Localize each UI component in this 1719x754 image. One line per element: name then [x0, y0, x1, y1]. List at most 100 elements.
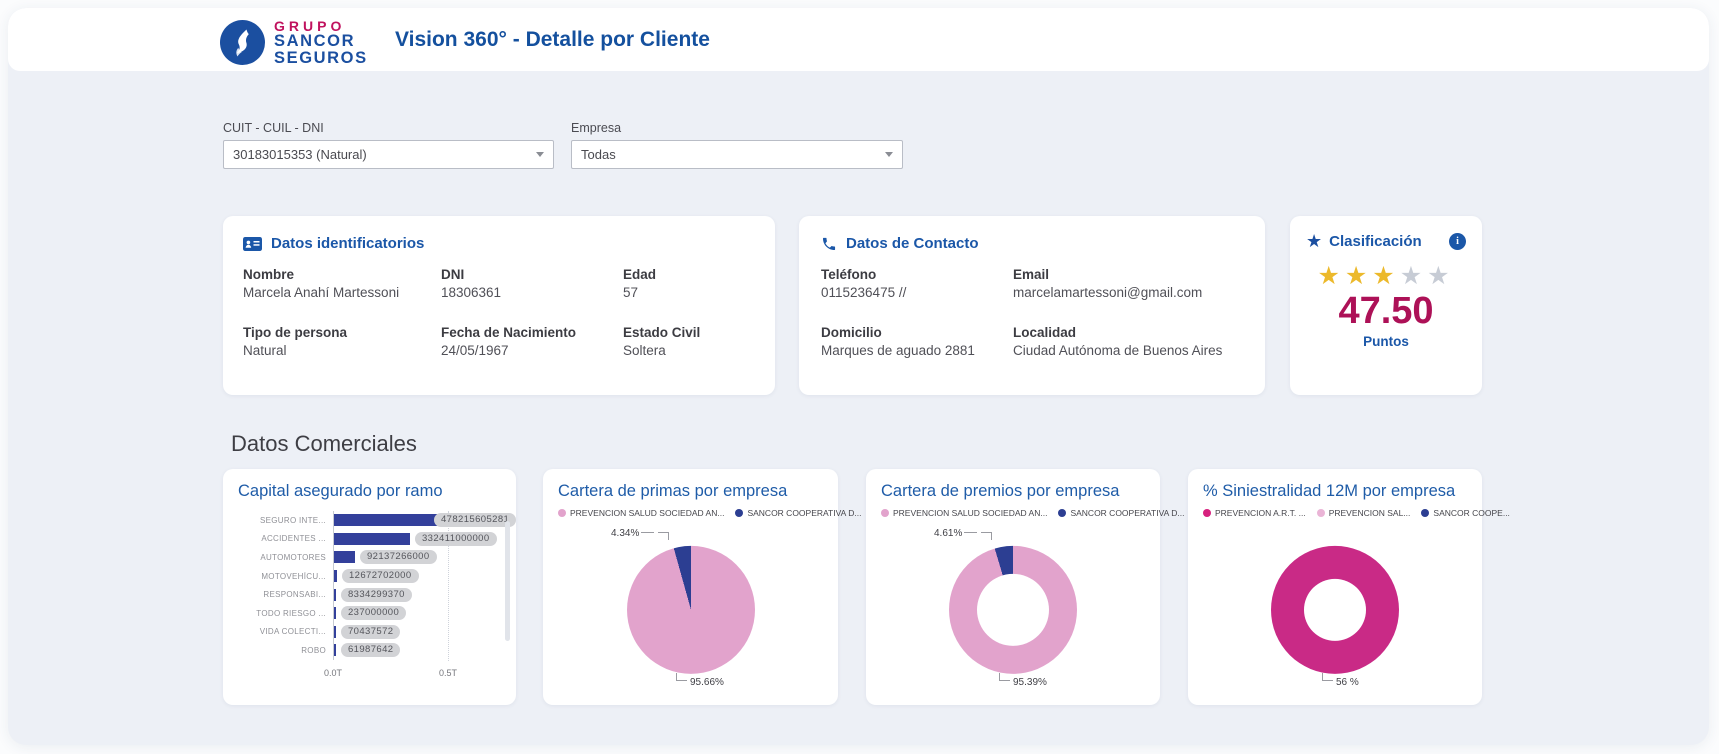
bar-value-pill: 70437572 — [341, 624, 401, 639]
bar[interactable] — [334, 551, 355, 564]
identification-card-title: Datos identificatorios — [271, 235, 425, 252]
field-localidad: Localidad Ciudad Autónoma de Buenos Aire… — [1013, 325, 1223, 359]
empresa-filter-dropdown[interactable]: Todas — [571, 140, 903, 169]
bar-value-pill: 61987642 — [341, 643, 401, 658]
legend-dot — [1203, 509, 1211, 517]
legend-item[interactable]: PREVENCION SALUD SOCIEDAD AN... — [558, 508, 724, 518]
bar-value-pill: 332411000000 — [415, 531, 497, 546]
chart-title: Cartera de premios por empresa — [881, 482, 1120, 500]
brand-seguros: SEGUROS — [274, 49, 368, 68]
legend-item[interactable]: SANCOR COOPERATIVA D... — [1058, 508, 1184, 518]
field-dni: DNI 18306361 — [441, 267, 502, 300]
gridline — [448, 511, 449, 661]
field-estado-civil: Estado Civil Soltera — [623, 325, 701, 359]
x-axis-tick: 0.0T — [323, 667, 343, 678]
bar[interactable] — [334, 644, 336, 657]
bar-category-label: SEGURO INTE... — [260, 515, 326, 525]
bar-category-label: ACCIDENTES ... — [261, 534, 326, 544]
bar-category-label: MOTOVEHÍCU... — [261, 571, 326, 581]
field-telefono: Teléfono 0115236475 // — [821, 267, 907, 300]
donut-chart-area: 56 % — [1203, 522, 1467, 690]
legend-dot — [1316, 509, 1325, 517]
page-title: Vision 360° - Detalle por Cliente — [395, 27, 710, 51]
bar-value-pill: 478215605281 — [434, 513, 517, 528]
field-edad: Edad 57 — [623, 267, 657, 300]
field-tipo-persona: Tipo de persona Natural — [243, 325, 348, 359]
pie-data-label: 56 % — [1322, 673, 1359, 688]
score-label: Puntos — [1363, 333, 1409, 349]
rating-star: ★ — [1317, 262, 1345, 290]
chart-cartera-primas: Cartera de primas por empresa PREVENCION… — [543, 469, 861, 705]
bar-chart: SEGURO INTE... 478215605281 ACCIDENTES ..… — [238, 511, 517, 661]
chart-legend: PREVENCION SALUD SOCIEDAD AN... SANCOR C… — [881, 508, 1184, 518]
brand-sancor: SANCOR — [274, 32, 356, 51]
legend-item[interactable]: PREVENCION SALUD SOCIEDAD AN... — [881, 508, 1047, 518]
bar-value-pill: 92137266000 — [360, 550, 437, 565]
legend-item[interactable]: SANCOR COOPE... — [1421, 508, 1510, 518]
rating-star: ★ — [1344, 262, 1373, 290]
cuit-filter-dropdown[interactable]: 30183015353 (Natural) — [223, 140, 554, 169]
info-icon[interactable]: i — [1449, 232, 1466, 250]
chevron-down-icon — [536, 152, 544, 157]
pie-data-label: 4.61% — [934, 528, 993, 540]
chart-title: % Siniestralidad 12M por empresa — [1203, 482, 1456, 500]
brand-grupo: GRUPO — [274, 18, 346, 34]
chart-capital-asegurado: Capital asegurado por ramo SEGURO INTE..… — [223, 469, 517, 705]
donut-chart[interactable] — [1271, 545, 1399, 674]
chart-legend: PREVENCION SALUD SOCIEDAD AN... SANCOR C… — [558, 508, 861, 518]
legend-dot — [735, 509, 744, 517]
bar[interactable] — [334, 570, 337, 583]
contact-card-title: Datos de Contacto — [846, 235, 979, 252]
header-bar: GRUPO SANCOR SEGUROS Vision 360° - Detal… — [8, 8, 1709, 71]
bar[interactable] — [334, 607, 336, 620]
field-domicilio: Domicilio Marques de aguado 2881 — [821, 325, 975, 359]
field-email: Email marcelamartessoni@gmail.com — [1013, 267, 1203, 300]
identification-card: Datos identificatorios Nombre Marcela An… — [223, 216, 775, 395]
legend-dot — [558, 509, 566, 517]
legend-item[interactable]: SANCOR COOPERATIVA D... — [735, 508, 861, 518]
bar-value-pill: 8334299370 — [341, 587, 412, 602]
pie-chart-area: 4.34% 95.66% — [558, 522, 823, 690]
bar[interactable] — [334, 532, 410, 545]
cuit-filter-value: 30183015353 (Natural) — [233, 147, 367, 162]
star-rating: ★★★★★ — [1306, 264, 1466, 289]
contact-card: Datos de Contacto Teléfono 0115236475 //… — [799, 216, 1265, 395]
bar-value-pill: 237000000 — [341, 606, 407, 621]
classification-card-title: Clasificación — [1329, 232, 1422, 250]
pie-data-label: 95.66% — [676, 673, 724, 688]
field-nombre: Nombre Marcela Anahí Martessoni — [243, 267, 400, 300]
bar[interactable] — [334, 625, 336, 638]
pie-chart[interactable] — [626, 545, 755, 674]
legend-item[interactable]: PREVENCION SAL... — [1316, 508, 1410, 518]
chart-cartera-premios: Cartera de premios por empresa PREVENCIO… — [866, 469, 1184, 705]
bar-value-pill: 12672702000 — [342, 569, 419, 584]
donut-chart[interactable] — [949, 545, 1077, 674]
bar-category-label: RESPONSABI... — [263, 590, 326, 600]
cuit-filter-label: CUIT - CUIL - DNI — [223, 121, 324, 135]
main-panel: GRUPO SANCOR SEGUROS Vision 360° - Detal… — [8, 8, 1709, 745]
empresa-filter-label: Empresa — [571, 121, 622, 135]
bar-category-label: VIDA COLECTI... — [259, 627, 326, 637]
rating-star: ★ — [1399, 262, 1428, 290]
phone-icon — [823, 237, 836, 250]
id-card-icon — [243, 236, 262, 251]
chart-siniestralidad: % Siniestralidad 12M por empresa PREVENC… — [1188, 469, 1510, 705]
chart-legend: PREVENCION A.R.T. ... PREVENCION SAL... … — [1203, 508, 1510, 518]
rating-star: ★ — [1372, 262, 1400, 290]
chart-title: Cartera de primas por empresa — [558, 482, 788, 500]
legend-dot — [1058, 509, 1067, 517]
donut-chart-area: 4.61% 95.39% — [881, 522, 1145, 690]
bar[interactable] — [334, 514, 444, 527]
chevron-down-icon — [885, 152, 893, 157]
commercial-section-heading: Datos Comerciales — [231, 431, 417, 456]
bar-category-label: ROBO — [301, 645, 326, 655]
legend-dot — [881, 509, 889, 517]
rating-star: ★ — [1427, 262, 1455, 290]
company-logo: GRUPO SANCOR SEGUROS — [220, 19, 368, 67]
chart-scrollbar[interactable] — [505, 521, 510, 641]
score-value: 47.50 — [1338, 290, 1434, 332]
bar[interactable] — [334, 588, 336, 601]
legend-item[interactable]: PREVENCION A.R.T. ... — [1203, 508, 1306, 518]
classification-card: ★ Clasificación i ★★★★★ 47.50 Puntos — [1290, 216, 1482, 395]
